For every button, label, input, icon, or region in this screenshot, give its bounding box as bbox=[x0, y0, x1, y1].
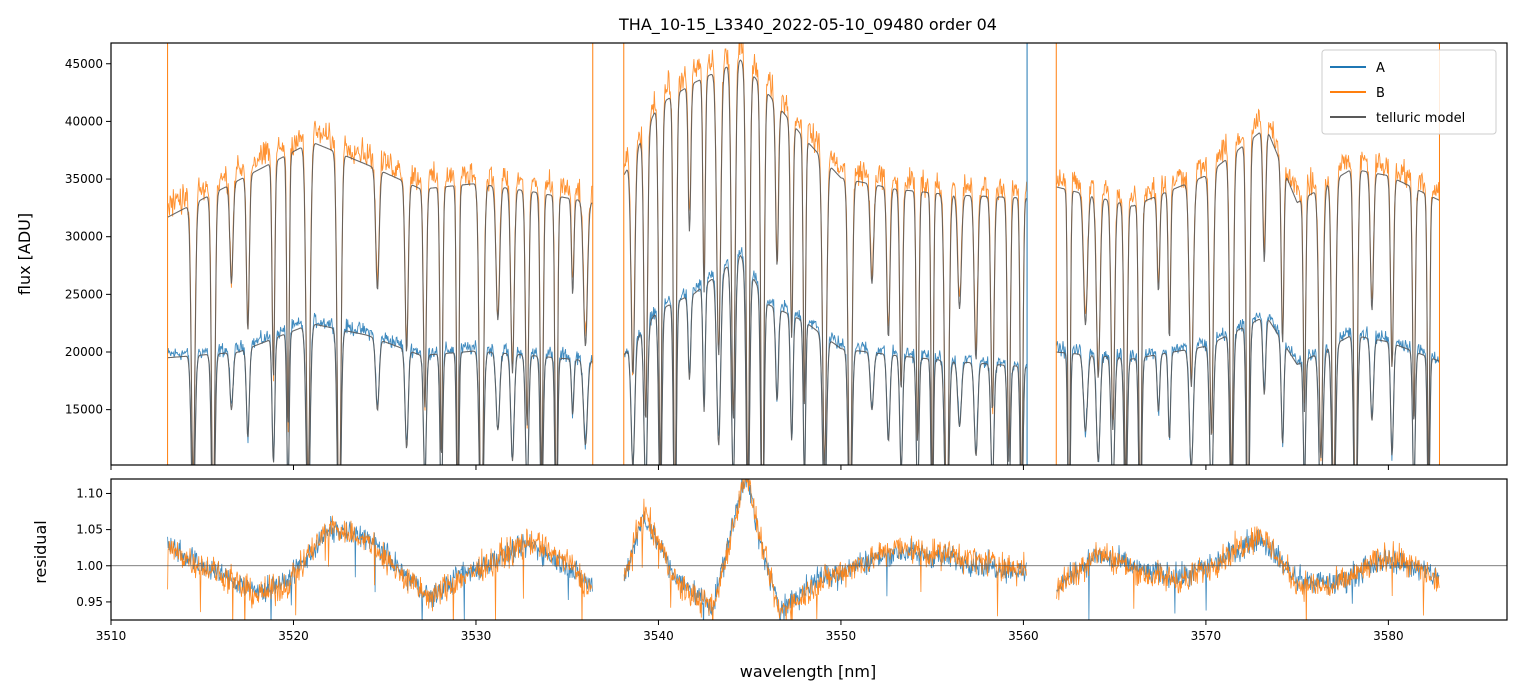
residual-x-tick-label: 3540 bbox=[643, 629, 674, 643]
flux-y-tick-label: 15000 bbox=[65, 403, 103, 417]
telluric-model-b-line bbox=[167, 59, 1440, 465]
telluric-model-a-line bbox=[167, 254, 1440, 465]
flux-y-ticks: 15000 20000 25000 30000 35000 40000 45000 bbox=[65, 57, 111, 417]
residual-plot-area bbox=[111, 479, 1507, 620]
residual-panel: 0.95 1.00 1.05 1.10 3510 3520 3530 3540 3550 356… bbox=[31, 478, 1508, 681]
residual-x-tick-label: 3530 bbox=[461, 629, 492, 643]
x-axis-label: wavelength [nm] bbox=[740, 662, 877, 681]
legend-label-a: A bbox=[1376, 61, 1385, 76]
flux-y-tick-label: 45000 bbox=[65, 57, 103, 71]
residual-y-tick-label: 0.95 bbox=[76, 595, 103, 609]
residual-x-tick-label: 3510 bbox=[96, 629, 127, 643]
residual-axes-frame bbox=[110, 478, 1508, 621]
flux-y-tick-label: 30000 bbox=[65, 230, 103, 244]
legend-label-telluric: telluric model bbox=[1376, 111, 1465, 126]
flux-y-tick-label: 20000 bbox=[65, 345, 103, 359]
residual-x-tick-label: 3560 bbox=[1008, 629, 1039, 643]
flux-x-ticks bbox=[110, 465, 1389, 470]
chart-title: THA_10-15_L3340_2022-05-10_09480 order 0… bbox=[618, 15, 997, 35]
residual-x-tick-label: 3570 bbox=[1191, 629, 1222, 643]
residual-y-label: residual bbox=[31, 520, 50, 583]
residual-y-ticks: 0.95 1.00 1.05 1.10 bbox=[76, 486, 111, 609]
flux-y-tick-label: 40000 bbox=[65, 114, 103, 128]
residual-x-tick-label: 3580 bbox=[1373, 629, 1404, 643]
residual-x-tick-label: 3550 bbox=[826, 629, 857, 643]
flux-y-tick-label: 35000 bbox=[65, 172, 103, 186]
flux-plot-area bbox=[167, 43, 1440, 465]
legend-box bbox=[1321, 49, 1497, 135]
residual-series-b-line bbox=[167, 479, 1440, 620]
flux-panel: 15000 20000 25000 30000 35000 40000 45000 flux… bbox=[15, 42, 1508, 470]
residual-x-tick-label: 3520 bbox=[278, 629, 309, 643]
residual-y-tick-label: 1.00 bbox=[76, 559, 103, 573]
legend: A B telluric model bbox=[1321, 49, 1497, 135]
residual-y-tick-label: 1.05 bbox=[76, 523, 103, 537]
flux-y-label: flux [ADU] bbox=[15, 213, 34, 295]
legend-label-b: B bbox=[1376, 86, 1385, 101]
residual-x-ticks: 3510 3520 3530 3540 3550 3560 3570 3580 bbox=[96, 620, 1404, 643]
residual-y-tick-label: 1.10 bbox=[76, 486, 103, 500]
flux-axes-frame bbox=[110, 42, 1508, 466]
flux-y-tick-label: 25000 bbox=[65, 287, 103, 301]
